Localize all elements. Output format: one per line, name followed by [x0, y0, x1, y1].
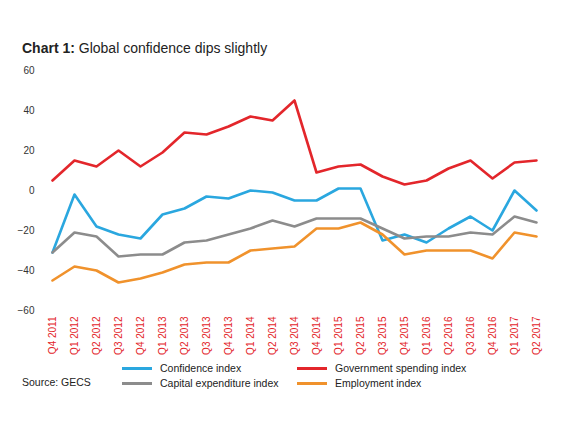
- svg-text:0: 0: [29, 185, 35, 196]
- svg-text:60: 60: [23, 65, 35, 76]
- svg-text:Q4 2014: Q4 2014: [311, 316, 322, 355]
- svg-text:Q1 2016: Q1 2016: [421, 316, 432, 355]
- svg-text:Q2 2015: Q2 2015: [355, 316, 366, 355]
- svg-text:Q4 2016: Q4 2016: [487, 316, 498, 355]
- html-text:Capital expenditure index: Capital expenditure index: [160, 377, 279, 389]
- svg-text:40: 40: [23, 105, 35, 116]
- svg-text:Q1 2014: Q1 2014: [245, 316, 256, 355]
- html-text:Source: GECS: Source: GECS: [22, 376, 91, 388]
- html-text:Chart 1: Global confidence dip: Chart 1: Global confidence dips slightly: [22, 40, 268, 56]
- html-text:Confidence index: Confidence index: [160, 362, 242, 374]
- svg-text:Q2 2012: Q2 2012: [91, 316, 102, 355]
- svg-text:Q3 2015: Q3 2015: [377, 316, 388, 355]
- svg-text:Q4 2015: Q4 2015: [399, 316, 410, 355]
- svg-text:Q2 2013: Q2 2013: [179, 316, 190, 355]
- svg-text:−20: −20: [18, 225, 35, 236]
- svg-text:Q3 2013: Q3 2013: [201, 316, 212, 355]
- svg-text:Q1 2013: Q1 2013: [157, 316, 168, 355]
- svg-text:20: 20: [23, 145, 35, 156]
- svg-text:Q1 2012: Q1 2012: [69, 316, 80, 355]
- svg-text:Q2 2014: Q2 2014: [267, 316, 278, 355]
- html-text:Employment index: Employment index: [335, 377, 422, 389]
- html-text:Government spending index: Government spending index: [335, 362, 467, 374]
- svg-text:−60: −60: [18, 305, 35, 316]
- svg-text:−40: −40: [18, 265, 35, 276]
- svg-text:Q4 2012: Q4 2012: [135, 316, 146, 355]
- svg-text:Q4 2013: Q4 2013: [223, 316, 234, 355]
- svg-text:Q4 2011: Q4 2011: [47, 316, 58, 354]
- svg-text:Q1 2015: Q1 2015: [333, 316, 344, 355]
- svg-text:Q1 2017: Q1 2017: [509, 316, 520, 355]
- svg-text:Q3 2016: Q3 2016: [465, 316, 476, 355]
- svg-text:Q3 2014: Q3 2014: [289, 316, 300, 355]
- svg-text:Q3 2012: Q3 2012: [113, 316, 124, 355]
- svg-text:Q2 2016: Q2 2016: [443, 316, 454, 355]
- svg-text:Q2 2017: Q2 2017: [531, 316, 542, 355]
